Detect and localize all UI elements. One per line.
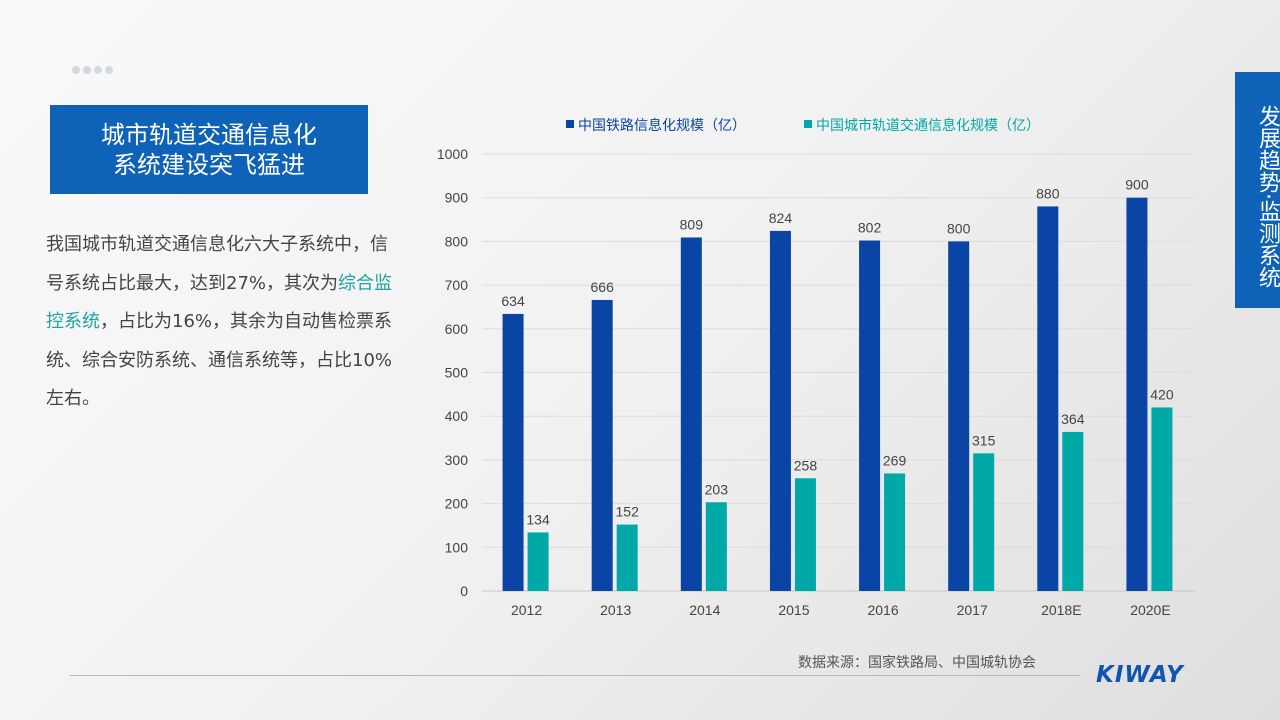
bar-urban-rail <box>1062 431 1084 591</box>
legend-swatch <box>804 120 812 128</box>
body-paragraph: 我国城市轨道交通信息化六大子系统中，信号系统占比最大，达到27%，其次为综合监控… <box>46 226 396 419</box>
y-tick-label: 700 <box>445 277 469 293</box>
x-tick-label: 2017 <box>957 602 988 618</box>
title-line-1: 城市轨道交通信息化 <box>101 120 317 149</box>
y-tick-label: 900 <box>445 190 469 206</box>
body-text-after: ，占比为16%，其余为自动售检票系统、综合安防系统、通信系统等，占比10%左右。 <box>46 311 393 409</box>
x-tick-label: 2013 <box>600 602 631 618</box>
bar-urban-rail <box>1151 407 1173 591</box>
y-tick-label: 100 <box>445 539 469 555</box>
y-tick-label: 1000 <box>437 146 468 162</box>
x-tick-label: 2012 <box>511 602 542 618</box>
data-label: 809 <box>680 216 704 232</box>
bar-railway <box>502 313 524 591</box>
bar-railway <box>1037 206 1059 591</box>
y-tick-label: 200 <box>445 496 469 512</box>
bar-railway <box>859 240 881 591</box>
bar-urban-rail <box>527 532 549 591</box>
data-label: 802 <box>858 220 882 236</box>
data-label: 634 <box>501 293 525 309</box>
data-label: 134 <box>526 511 550 527</box>
data-label: 800 <box>947 220 971 236</box>
title-box: 城市轨道交通信息化 系统建设突飞猛进 <box>50 105 368 194</box>
data-source: 数据来源：国家铁路局、中国城轨协会 <box>798 655 1036 671</box>
data-label: 420 <box>1150 386 1174 402</box>
x-tick-label: 2014 <box>689 602 720 618</box>
y-tick-label: 500 <box>445 365 469 381</box>
bar-railway <box>769 230 791 592</box>
y-tick-label: 800 <box>445 233 469 249</box>
kiway-logo: KIWAY <box>1096 662 1184 688</box>
bar-railway <box>591 299 613 591</box>
x-tick-label: 2018E <box>1041 602 1081 618</box>
x-tick-label: 2016 <box>867 602 898 618</box>
data-label: 258 <box>794 457 818 473</box>
data-label: 203 <box>705 481 729 497</box>
bar-urban-rail <box>794 478 816 591</box>
legend-label: 中国城市轨道交通信息化规模（亿） <box>816 117 1040 134</box>
data-label: 900 <box>1125 177 1149 193</box>
x-tick-label: 2020E <box>1130 602 1170 618</box>
footer-divider <box>70 675 1080 676</box>
bar-railway <box>948 241 970 591</box>
data-label: 824 <box>769 210 793 226</box>
data-label: 666 <box>591 279 615 295</box>
title-line-2: 系统建设突飞猛进 <box>113 150 305 179</box>
body-text-before: 我国城市轨道交通信息化六大子系统中，信号系统占比最大，达到27%，其次为 <box>46 234 388 294</box>
decorative-dots <box>72 66 113 74</box>
y-tick-label: 300 <box>445 452 469 468</box>
y-tick-label: 0 <box>460 583 468 599</box>
data-label: 315 <box>972 432 996 448</box>
data-label: 364 <box>1061 411 1085 427</box>
bar-railway <box>1126 197 1148 591</box>
body-highlight: 综合监控系统 <box>46 272 393 333</box>
section-tab: 发展趋势·监测系统 <box>1235 72 1280 308</box>
bar-urban-rail <box>973 453 995 591</box>
bar-urban-rail <box>616 524 638 591</box>
data-label: 152 <box>616 504 640 520</box>
bar-urban-rail <box>884 473 906 591</box>
y-tick-label: 400 <box>445 408 469 424</box>
x-tick-label: 2015 <box>778 602 809 618</box>
data-label: 880 <box>1036 185 1060 201</box>
legend-label: 中国铁路信息化规模（亿） <box>578 117 746 134</box>
bar-urban-rail <box>705 502 727 591</box>
legend-swatch <box>566 120 574 128</box>
y-tick-label: 600 <box>445 321 469 337</box>
data-label: 269 <box>883 452 907 468</box>
bar-railway <box>680 237 702 592</box>
